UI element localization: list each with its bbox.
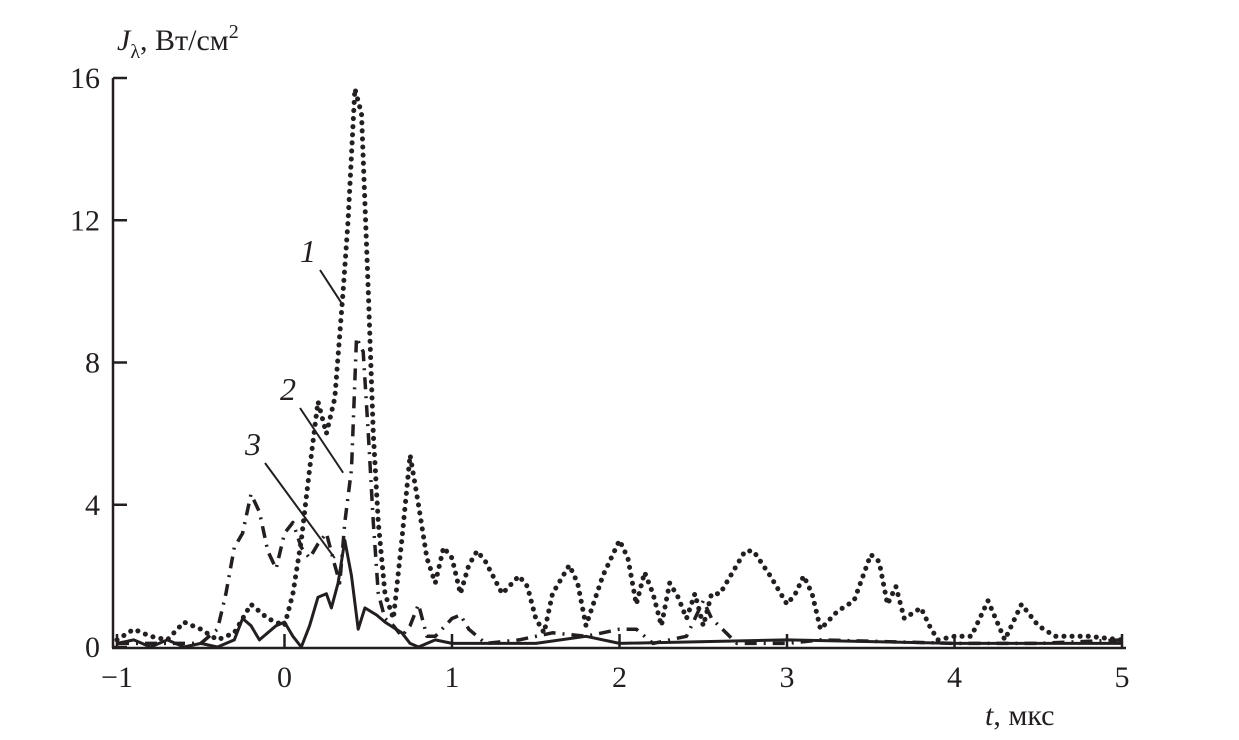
- y-tick-label: 12: [70, 204, 100, 237]
- annotation-leader-2: [299, 407, 344, 474]
- y-axis-title: Jλ, Вт/см2: [117, 21, 239, 63]
- annotation-label-1: 1: [300, 233, 316, 269]
- annotation-leader-3: [264, 462, 336, 559]
- series-group: [114, 86, 1125, 649]
- x-tick-label: 3: [780, 661, 795, 694]
- series-2-line: [117, 335, 1123, 646]
- series-1-line: [114, 86, 1125, 643]
- y-tick-label: 8: [85, 347, 100, 380]
- y-tick-label: 4: [85, 489, 100, 522]
- annotation-label-2: 2: [280, 371, 296, 407]
- x-axis-title: t, мкс: [985, 699, 1054, 732]
- annotations: 1 23: [244, 233, 344, 559]
- series-3-line: [116, 538, 1122, 649]
- y-tick-label: 0: [85, 631, 100, 664]
- x-tick-label: 2: [612, 661, 627, 694]
- y-tick-label: 16: [70, 62, 100, 95]
- annotation-label-3: 3: [244, 426, 261, 462]
- x-tick-label: 5: [1115, 661, 1130, 694]
- x-tick-label: 1: [445, 661, 460, 694]
- annotation-leader-1: [319, 269, 344, 307]
- x-tick-label: 0: [277, 661, 292, 694]
- x-tick-label: 4: [947, 661, 962, 694]
- x-tick-label: −1: [101, 661, 133, 694]
